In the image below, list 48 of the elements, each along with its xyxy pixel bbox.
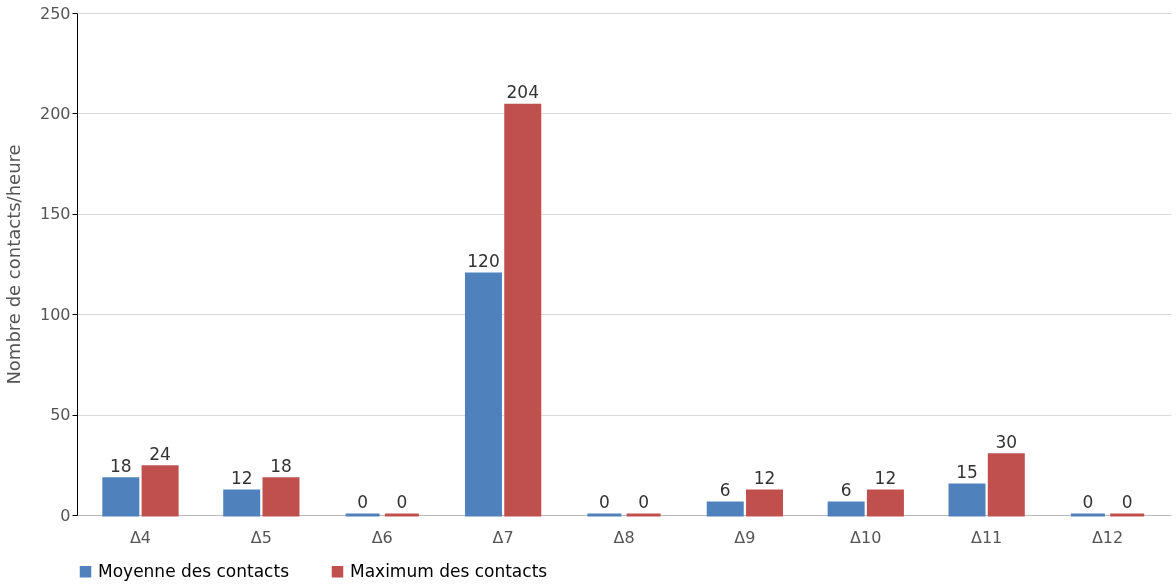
bar: [141, 465, 179, 517]
data-label: 0: [357, 492, 368, 512]
x-tick-label: Δ6: [371, 527, 393, 547]
y-tick-label: 50: [50, 405, 71, 425]
bar: [866, 489, 904, 517]
bar: [827, 501, 865, 517]
bar: [504, 103, 542, 517]
data-label: 12: [753, 467, 776, 488]
data-label: 6: [840, 479, 852, 500]
x-tick-label: Δ9: [734, 527, 756, 547]
x-tick-label: Δ8: [613, 527, 635, 547]
data-label: 12: [230, 467, 253, 488]
bar: [746, 489, 784, 517]
bar: [102, 477, 140, 517]
data-label: 204: [506, 82, 539, 103]
x-tick-label: Δ10: [850, 527, 882, 547]
bar: [223, 489, 261, 517]
data-label: 30: [995, 431, 1018, 452]
data-label: 18: [110, 455, 132, 476]
bar: [987, 453, 1025, 517]
bar: [706, 501, 744, 517]
y-tick-label: 200: [39, 103, 71, 123]
data-label: 0: [598, 492, 610, 512]
bar: [262, 477, 300, 517]
data-label: 0: [1082, 492, 1094, 512]
data-label: 0: [638, 492, 650, 512]
data-label: 6: [719, 479, 731, 500]
data-label: 15: [956, 461, 978, 482]
legend-label: Maximum des contacts: [350, 560, 548, 581]
bar: [464, 272, 502, 517]
data-label: 12: [874, 467, 897, 488]
data-label: 0: [1121, 492, 1133, 512]
data-label: 24: [149, 443, 171, 464]
y-axis-title: Nombre de contacts/heure: [2, 144, 24, 385]
data-label: 18: [270, 455, 292, 476]
legend-label: Moyenne des contacts: [98, 560, 290, 581]
data-label: 0: [396, 492, 408, 512]
data-label: 120: [467, 251, 500, 272]
y-tick-label: 0: [60, 505, 71, 525]
x-tick-label: Δ5: [250, 527, 272, 547]
x-tick-label: Δ7: [492, 527, 514, 547]
x-tick-label: Δ11: [971, 527, 1003, 547]
y-tick-label: 250: [39, 3, 71, 23]
bar: [948, 483, 986, 517]
x-tick-label: Δ12: [1091, 527, 1124, 547]
y-tick-label: 100: [39, 304, 71, 324]
y-tick-label: 150: [39, 204, 71, 224]
x-tick-label: Δ4: [129, 527, 152, 547]
